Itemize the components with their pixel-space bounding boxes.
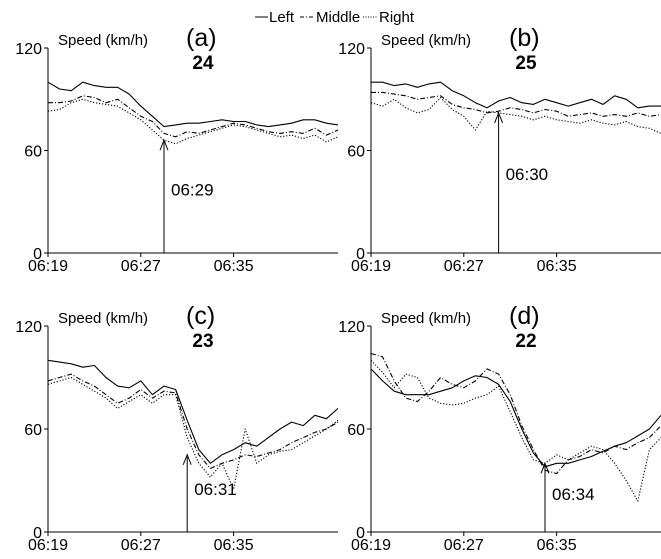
x-tick-label: 06:19	[351, 258, 391, 275]
panel-title: 24	[192, 53, 214, 74]
y-tick-label: 60	[347, 422, 365, 439]
y-tick-label: 0	[356, 525, 365, 542]
y-tick-label: 0	[33, 525, 42, 542]
y-axis-label: Speed (km/h)	[58, 32, 148, 49]
legend-label-middle: Middle	[316, 9, 360, 26]
panel-label: (a)	[186, 24, 217, 52]
panel-title: 22	[515, 331, 536, 352]
panel-2: 0 60 120 06:19 06:27 06:35 Speed (km/h) (b)25 06…	[338, 24, 661, 275]
annotation-arrowhead	[494, 111, 504, 124]
x-tick-label: 06:27	[121, 537, 161, 554]
y-tick-label: 60	[347, 144, 365, 161]
series-line-right	[47, 98, 339, 145]
legend: Left Middle Right	[255, 9, 415, 26]
panel-1: 0 60 120 06:19 06:27 06:35 Speed (km/h) (a)24 06…	[15, 24, 339, 275]
panel-3: 0 60 120 06:19 06:27 06:35 Speed (km/h) (c)23 06…	[15, 302, 339, 554]
panel-4: 0 60 120 06:19 06:27 06:35 Speed (km/h) (d)22 06…	[338, 302, 661, 554]
x-tick-label: 06:19	[351, 537, 391, 554]
x-tick-label: 06:27	[444, 258, 484, 275]
x-tick-label: 06:27	[444, 537, 484, 554]
y-tick-label: 60	[24, 144, 42, 161]
annotation-label: 06:30	[506, 165, 549, 184]
series-line-middle	[48, 95, 339, 138]
x-tick-label: 06:27	[121, 258, 161, 275]
legend-label-right: Right	[379, 9, 415, 26]
annotation-arrowhead	[159, 138, 169, 151]
x-tick-label: 06:35	[537, 537, 577, 554]
x-tick-label: 06:35	[214, 537, 254, 554]
legend-label-left: Left	[269, 9, 295, 26]
series-line-right	[370, 96, 661, 134]
panel-label: (d)	[509, 302, 540, 330]
y-axis-label: Speed (km/h)	[381, 32, 471, 49]
annotation-arrowhead	[182, 453, 192, 465]
series-line-right	[370, 359, 661, 502]
panel-title: 25	[515, 53, 537, 74]
panel-label: (c)	[186, 302, 215, 330]
series-line-left	[371, 81, 661, 109]
panel-label: (b)	[509, 24, 540, 52]
x-tick-label: 06:19	[28, 258, 68, 275]
series-line-right	[47, 376, 339, 490]
y-tick-label: 120	[15, 319, 42, 336]
series-line-middle	[371, 91, 661, 117]
annotation-label: 06:34	[552, 485, 595, 504]
y-tick-label: 0	[356, 246, 365, 263]
y-axis-label: Speed (km/h)	[58, 310, 148, 327]
annotation-label: 06:31	[194, 480, 237, 499]
series-line-left	[370, 368, 661, 468]
series-line-middle	[47, 373, 339, 470]
y-tick-label: 120	[15, 41, 42, 58]
series-line-left	[47, 359, 339, 464]
series-line-middle	[370, 352, 661, 475]
y-tick-label: 120	[338, 41, 365, 58]
x-tick-label: 06:35	[214, 258, 254, 275]
annotation-arrowhead	[540, 461, 550, 474]
x-tick-label: 06:35	[537, 258, 577, 275]
annotation-label: 06:29	[171, 181, 214, 200]
y-tick-label: 60	[24, 422, 42, 439]
y-tick-label: 0	[33, 246, 42, 263]
y-tick-label: 120	[338, 319, 365, 336]
panel-title: 23	[192, 331, 213, 352]
x-tick-label: 06:19	[28, 537, 68, 554]
series-line-left	[47, 81, 339, 128]
y-axis-label: Speed (km/h)	[381, 310, 471, 327]
